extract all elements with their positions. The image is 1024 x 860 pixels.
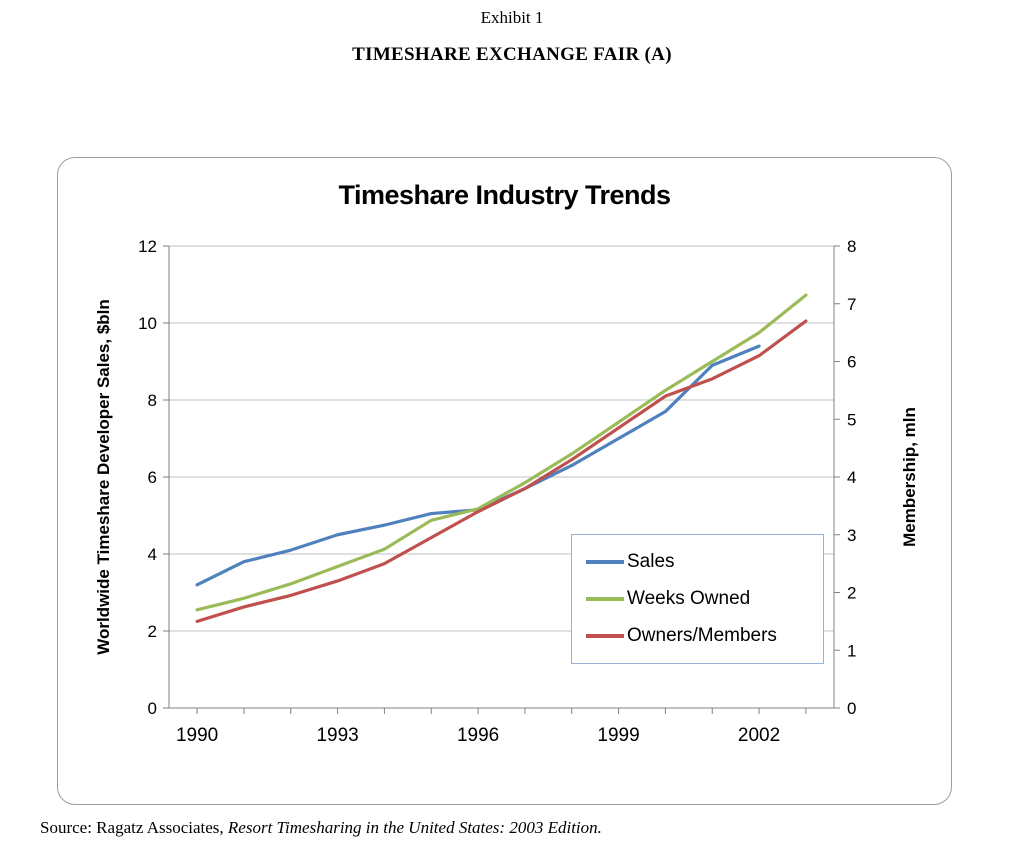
legend-label: Weeks Owned xyxy=(627,587,751,609)
right-axis-tick-label: 3 xyxy=(847,526,856,545)
left-axis-tick-label: 6 xyxy=(148,468,157,487)
left-axis-tick-label: 10 xyxy=(138,314,157,333)
chart-container: 0 2 4 6 8 10 12 0 1 2 3 4 5 6 7 8 1990 1993 1996 1999 2002 T… xyxy=(57,157,952,805)
exhibit-title: TIMESHARE EXCHANGE FAIR (A) xyxy=(352,44,672,65)
legend-line-swatch xyxy=(586,559,624,564)
chart-title: Timeshare Industry Trends xyxy=(338,180,671,210)
right-axis-label: Membership, mln xyxy=(900,407,919,547)
source-prefix: Source: Ragatz Associates, xyxy=(40,818,228,837)
legend-line-swatch xyxy=(586,596,624,601)
left-axis-label: Worldwide Timeshare Developer Sales, $bl… xyxy=(94,299,113,655)
right-axis-tick-label: 7 xyxy=(847,295,856,314)
legend-label: Sales xyxy=(627,550,675,572)
right-axis-tick-label: 1 xyxy=(847,641,856,660)
right-axis-tick-label: 0 xyxy=(847,699,856,718)
x-axis-tick-label: 2002 xyxy=(738,725,780,746)
right-axis-tick-label: 5 xyxy=(847,410,856,429)
legend-item: Weeks Owned xyxy=(586,588,823,610)
right-axis-tick-label: 8 xyxy=(847,237,856,256)
left-axis-tick-label: 12 xyxy=(138,237,157,256)
x-axis-tick-label: 1990 xyxy=(176,725,218,746)
right-axis-tick-label: 4 xyxy=(847,468,856,487)
chart-legend: Sales Weeks Owned Owners/Members xyxy=(571,534,824,664)
x-axis-tick-label: 1996 xyxy=(457,725,499,746)
right-axis-tick-label: 2 xyxy=(847,584,856,603)
x-axis-tick-label: 1993 xyxy=(316,725,358,746)
series-line-owners-members xyxy=(195,319,808,623)
left-axis-tick-label: 8 xyxy=(148,391,157,410)
left-axis-tick-label: 4 xyxy=(148,545,157,564)
x-axis-tick-label: 1999 xyxy=(597,725,639,746)
legend-item: Owners/Members xyxy=(586,625,823,647)
legend-item: Sales xyxy=(586,551,823,573)
source-title: Resort Timesharing in the United States:… xyxy=(227,818,602,837)
left-axis-tick-label: 2 xyxy=(148,622,157,641)
exhibit-label: Exhibit 1 xyxy=(480,8,544,27)
legend-label: Owners/Members xyxy=(627,625,777,647)
series-line-weeks-owned xyxy=(195,293,808,612)
right-axis-tick-label: 6 xyxy=(847,353,856,372)
source-citation: Source: Ragatz Associates, Resort Timesh… xyxy=(40,818,602,838)
left-axis-tick-label: 0 xyxy=(148,699,157,718)
legend-line-swatch xyxy=(586,634,624,639)
